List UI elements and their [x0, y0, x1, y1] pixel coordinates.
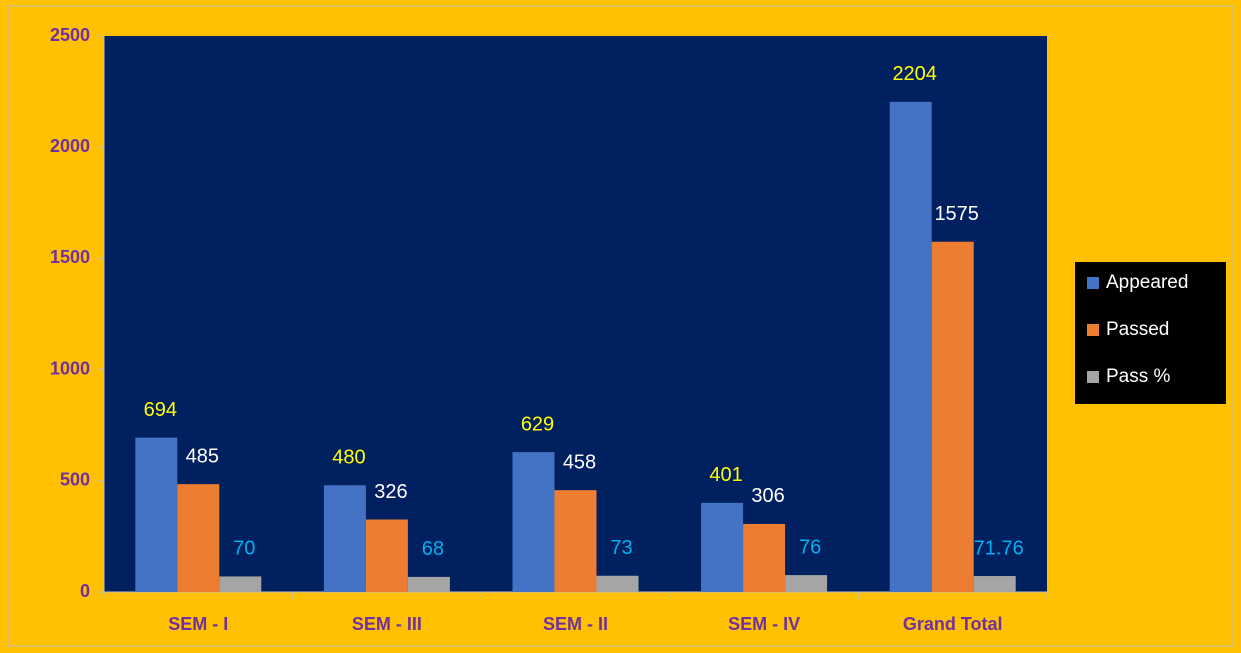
y-tick-label: 1000	[50, 358, 90, 378]
data-label: 70	[233, 538, 255, 560]
bar	[512, 452, 555, 592]
bar	[554, 490, 597, 592]
data-label: 76	[799, 536, 821, 558]
bar	[407, 576, 450, 592]
legend-swatch	[1087, 371, 1099, 383]
legend-swatch	[1087, 277, 1099, 289]
legend-swatch	[1087, 324, 1099, 336]
bar	[596, 575, 639, 592]
y-tick-label: 2000	[50, 136, 90, 156]
data-label: 73	[610, 537, 632, 559]
x-tick-label: SEM - III	[352, 614, 422, 634]
x-tick-label: Grand Total	[903, 614, 1003, 634]
bar	[973, 576, 1016, 592]
x-tick-label: SEM - IV	[728, 614, 800, 634]
x-tick-label: SEM - I	[168, 614, 228, 634]
bar	[365, 519, 408, 592]
legend-label: Passed	[1106, 319, 1169, 340]
legend-label: Pass %	[1106, 366, 1171, 387]
data-label: 71.76	[974, 537, 1024, 559]
data-label: 1575	[934, 203, 979, 225]
data-label: 326	[374, 481, 407, 503]
y-tick-label: 500	[60, 470, 90, 490]
data-label: 485	[186, 445, 219, 467]
y-tick-label: 2500	[50, 25, 90, 45]
bar	[743, 523, 786, 592]
data-label: 306	[751, 485, 784, 507]
bar	[889, 101, 932, 593]
data-label: 401	[709, 464, 742, 486]
bar	[323, 485, 366, 592]
bar	[135, 437, 178, 592]
bar	[931, 241, 974, 592]
y-tick-label: 0	[80, 581, 90, 601]
data-label: 458	[563, 451, 596, 473]
y-tick-label: 1500	[50, 247, 90, 267]
data-label: 629	[521, 413, 554, 435]
legend-label: Appeared	[1106, 272, 1188, 293]
x-tick-label: SEM - II	[543, 614, 608, 634]
data-label: 68	[422, 538, 444, 560]
bar	[701, 502, 744, 592]
data-label: 2204	[892, 63, 937, 85]
bar	[219, 576, 262, 592]
data-label: 480	[332, 447, 365, 469]
bar	[785, 575, 828, 592]
legend-box	[1075, 262, 1226, 404]
bar	[177, 484, 220, 592]
data-label: 694	[144, 399, 177, 421]
